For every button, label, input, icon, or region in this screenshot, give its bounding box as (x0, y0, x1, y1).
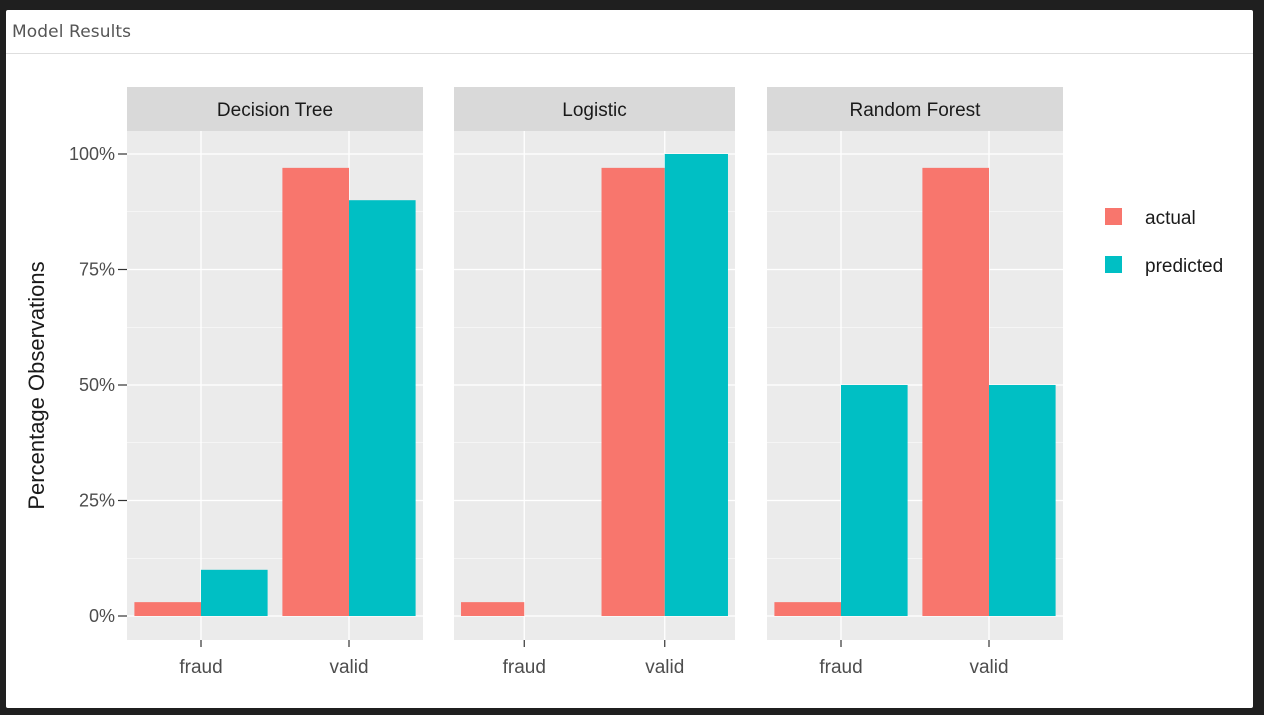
bar-predicted-valid (664, 154, 728, 616)
x-tick-label: valid (329, 657, 368, 678)
bar-actual-fraud (134, 602, 201, 616)
y-tick-label: 0% (89, 606, 115, 626)
y-axis-title: Percentage Observations (24, 261, 49, 509)
bar-predicted-valid (989, 385, 1056, 616)
facet-strip-label: Decision Tree (217, 100, 333, 121)
x-tick-label: fraud (503, 657, 546, 678)
x-tick-label: valid (969, 657, 1008, 678)
y-tick-label: 75% (79, 260, 115, 280)
faceted-bar-chart: 0% 25% 50% 75% 100% Percentage Observations De… (24, 87, 1223, 678)
x-tick-label: fraud (819, 657, 862, 678)
bar-actual-valid (282, 167, 349, 617)
card-title: Model Results (12, 21, 132, 42)
legend-label: actual (1145, 208, 1196, 229)
legend-swatch-predicted (1105, 256, 1122, 273)
legend-swatch-actual (1105, 208, 1122, 225)
x-tick-label: valid (645, 657, 684, 678)
bar-actual-valid (601, 167, 665, 617)
bar-predicted-valid (349, 200, 416, 616)
bar-actual-valid (922, 167, 989, 617)
bar-predicted-fraud (841, 385, 908, 616)
facet-strip (454, 87, 735, 131)
model-results-card: Model Results 0% 25% 50% 75% 100% Percentage … (6, 10, 1253, 708)
y-tick-label: 25% (79, 491, 115, 511)
facet-strip (767, 87, 1063, 131)
facet-strip (127, 87, 423, 131)
legend-label: predicted (1145, 256, 1223, 277)
bar-actual-fraud (461, 602, 525, 616)
card-header: Model Results (6, 10, 1253, 54)
facet-strip-label: Logistic (562, 100, 626, 121)
y-tick-label: 100% (69, 144, 115, 164)
bar-predicted-fraud (201, 569, 268, 616)
y-tick-label: 50% (79, 375, 115, 395)
x-tick-label: fraud (179, 657, 222, 678)
facet-strip-label: Random Forest (850, 100, 982, 121)
bar-actual-fraud (774, 602, 841, 616)
